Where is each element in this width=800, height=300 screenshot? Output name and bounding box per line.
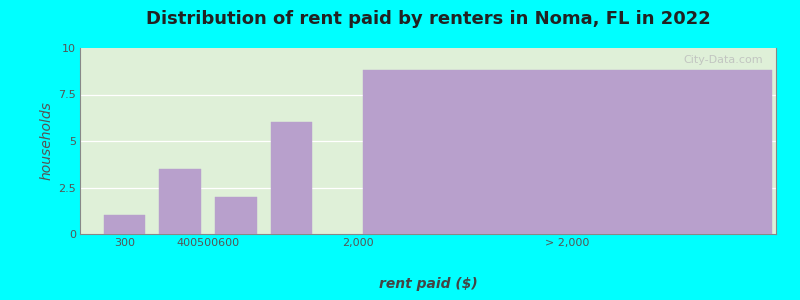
Y-axis label: households: households [40, 102, 54, 180]
Bar [215, 197, 257, 234]
Bar [159, 169, 201, 234]
Text: Distribution of rent paid by renters in Noma, FL in 2022: Distribution of rent paid by renters in … [146, 10, 710, 28]
Text: City-Data.com: City-Data.com [684, 56, 763, 65]
Bar [270, 122, 313, 234]
Text: rent paid ($): rent paid ($) [378, 277, 478, 291]
Bar [104, 215, 146, 234]
Bar [362, 70, 772, 234]
